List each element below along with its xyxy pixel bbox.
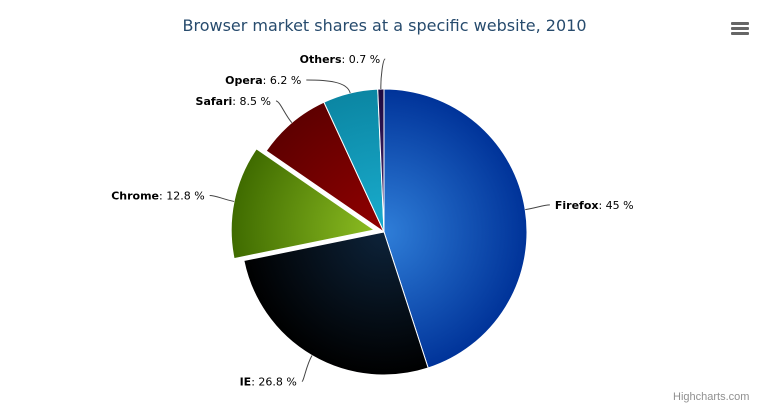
chart-title: Browser market shares at a specific webs…: [182, 16, 587, 35]
hamburger-menu-icon[interactable]: [731, 22, 749, 36]
connector-safari: [275, 100, 293, 124]
data-label-chrome: Chrome: 12.8 %: [111, 189, 204, 202]
connector-firefox: [525, 204, 550, 211]
connector-ie: [301, 355, 313, 382]
connector-opera: [306, 79, 351, 94]
data-label-opera: Opera: 6.2 %: [225, 74, 301, 87]
pie-slice-others[interactable]: [377, 88, 385, 233]
pie-slice-firefox[interactable]: [383, 88, 528, 369]
credits-link[interactable]: Highcharts.com: [673, 391, 750, 403]
data-label-ie: IE: 26.8 %: [240, 375, 297, 388]
connector-others: [380, 58, 386, 90]
data-label-others: Others: 0.7 %: [300, 53, 381, 66]
connector-chrome: [209, 194, 235, 202]
data-label-safari: Safari: 8.5 %: [196, 95, 271, 108]
data-label-firefox: Firefox: 45 %: [555, 199, 634, 212]
pie-slice-ie[interactable]: [243, 231, 429, 376]
